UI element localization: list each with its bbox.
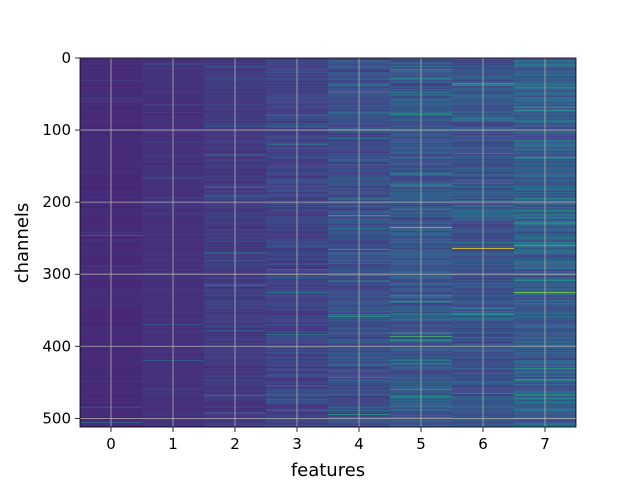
x-tick-label: 2 <box>230 435 240 453</box>
y-tick-label: 200 <box>42 193 71 211</box>
y-tick-label: 300 <box>42 265 71 283</box>
x-tick-label: 5 <box>416 435 426 453</box>
x-tick-label: 1 <box>168 435 178 453</box>
x-axis-label: features <box>291 460 365 480</box>
x-tick-label: 3 <box>292 435 302 453</box>
x-tick-label: 4 <box>354 435 364 453</box>
plot-frame <box>79 57 577 428</box>
y-tick-label: 400 <box>42 337 71 355</box>
grid-lines <box>80 57 576 427</box>
y-tick-label: 500 <box>42 409 71 427</box>
y-axis-label: channels <box>12 203 33 284</box>
y-tick-label: 0 <box>61 49 71 67</box>
x-axis: 0 1 2 3 4 5 6 7 <box>106 427 550 453</box>
heatmap-cells <box>80 58 576 428</box>
x-tick-label: 0 <box>106 435 116 453</box>
y-tick-label: 100 <box>42 121 71 139</box>
y-axis: 0 100 200 300 400 500 <box>42 49 80 427</box>
x-tick-label: 7 <box>540 435 550 453</box>
x-tick-label: 6 <box>478 435 488 453</box>
